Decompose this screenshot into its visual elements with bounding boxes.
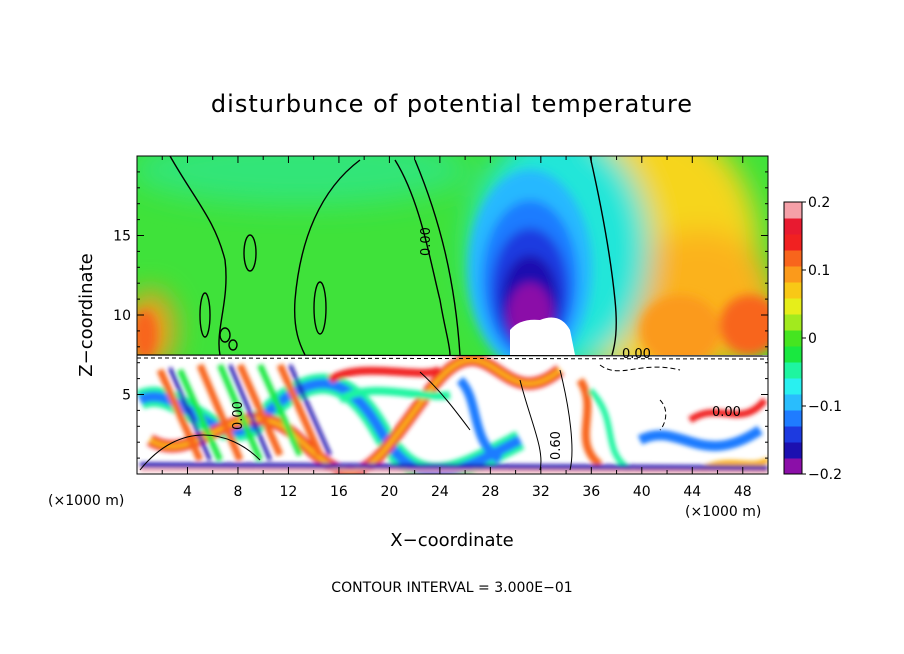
x-tick-label: 4: [183, 484, 192, 500]
y-tick-label: 5: [122, 388, 131, 404]
contour-label: 0.00: [231, 401, 246, 430]
x-unit-right: (×1000 m): [685, 504, 761, 520]
colorbar-tick-label: 0.1: [808, 263, 830, 279]
x-tick-label: 32: [532, 484, 550, 500]
upper-field: [137, 156, 768, 355]
colorbar-swatch: [784, 362, 802, 379]
colorbar-swatch: [784, 426, 802, 443]
x-unit-left: (×1000 m): [48, 493, 124, 509]
colorbar-swatch: [784, 410, 802, 427]
x-ticks: 4 8 12 16 20 24 28 32 36 40 44 48: [161, 156, 752, 500]
colorbar-tick-label: 0.2: [808, 195, 830, 211]
colorbar-swatch: [784, 266, 802, 283]
plot-area: [137, 156, 768, 474]
colorbar-swatch: [784, 458, 802, 475]
contour-label: 0.60: [549, 431, 564, 460]
x-tick-label: 16: [330, 484, 348, 500]
x-tick-label: 48: [734, 484, 752, 500]
chart-title: disturbunce of potential temperature: [211, 90, 693, 118]
x-tick-label: 8: [233, 484, 242, 500]
colorbar-swatch: [784, 202, 802, 219]
x-tick-label: 12: [280, 484, 298, 500]
colorbar-swatch: [784, 346, 802, 363]
x-tick-label: 44: [683, 484, 701, 500]
colorbar-swatch: [784, 378, 802, 395]
y-ticks: 5 10 15: [113, 171, 768, 459]
x-tick-label: 28: [481, 484, 499, 500]
colorbar-swatch: [784, 250, 802, 267]
colorbar-tick-label: −0.2: [808, 467, 842, 483]
colorbar-swatch: [784, 394, 802, 411]
x-tick-label: 20: [380, 484, 398, 500]
contour-label: 0.00: [622, 347, 651, 362]
colorbar-swatch: [784, 234, 802, 251]
x-tick-label: 40: [633, 484, 651, 500]
x-tick-label: 36: [582, 484, 600, 500]
colorbar: 0.2 0.1 0 −0.1 −0.2: [783, 195, 842, 483]
colorbar-swatch: [784, 282, 802, 299]
colorbar-tick-label: −0.1: [808, 399, 842, 415]
lower-field: [137, 355, 768, 474]
contour-label-group: 0.00 0.00 0.00 0.00 0.60: [231, 227, 741, 460]
y-tick-label: 15: [113, 229, 131, 245]
x-tick-label: 24: [431, 484, 449, 500]
y-tick-label: 10: [113, 308, 131, 324]
colorbar-swatch: [784, 314, 802, 331]
colorbar-swatch: [784, 442, 802, 459]
y-axis-label: Z−coordinate: [76, 253, 97, 376]
colorbar-tick-label: 0: [808, 331, 817, 347]
colorbar-swatch: [784, 330, 802, 347]
colorbar-swatch: [784, 298, 802, 315]
contour-label: 0.00: [419, 227, 434, 256]
colorbar-swatch: [784, 218, 802, 235]
x-axis-label: X−coordinate: [390, 530, 513, 551]
contour-interval-note: CONTOUR INTERVAL = 3.000E−01: [331, 580, 572, 596]
contour-label: 0.00: [712, 405, 741, 420]
contour-lines: [137, 156, 768, 471]
